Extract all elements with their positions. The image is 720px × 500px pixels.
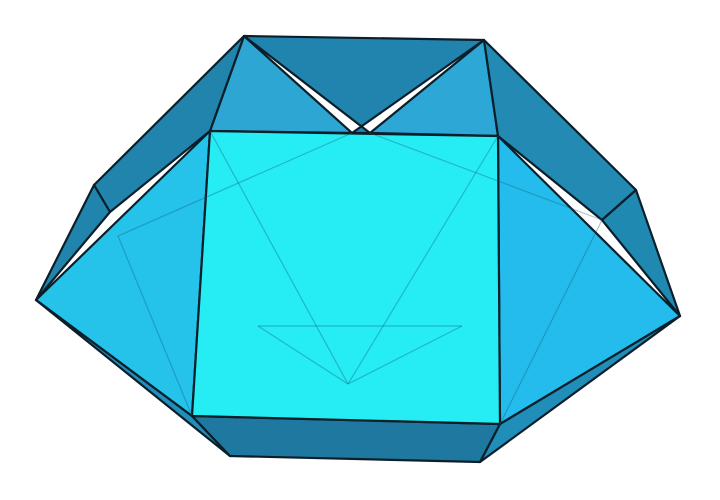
hidden-edge	[117, 132, 353, 237]
hidden-edge	[347, 325, 463, 385]
hidden-edges	[117, 130, 603, 425]
hidden-edge	[117, 235, 193, 417]
lower-left-square-face	[34, 183, 112, 302]
hidden-edge	[369, 132, 603, 221]
hidden-edge	[347, 135, 499, 385]
hidden-edge	[257, 325, 349, 385]
hidden-edge	[209, 130, 349, 385]
hidden-edge	[499, 219, 603, 425]
front-square-face	[190, 129, 502, 426]
lower-right-square-face	[600, 188, 682, 318]
